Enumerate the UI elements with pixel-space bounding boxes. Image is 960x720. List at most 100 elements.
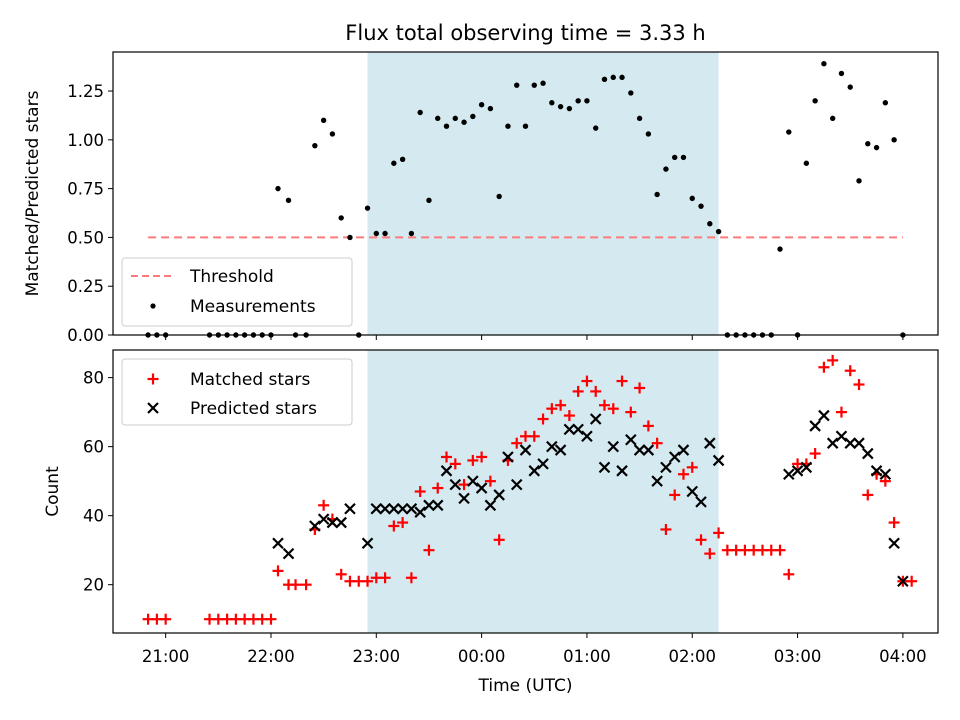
count-y-axis-label: Count (43, 466, 63, 517)
legend-matched-swatch (147, 373, 159, 385)
matched-star-point (888, 517, 900, 529)
measurement-point (487, 105, 494, 112)
matched-star-point (783, 568, 795, 580)
count-legend-box (121, 358, 353, 426)
measurement-point (663, 166, 669, 172)
x-stroke-b (633, 444, 646, 456)
count-y-ticks: 20 40 60 80 (83, 369, 113, 595)
x-stroke-b (598, 461, 611, 474)
matched-star-point (528, 430, 540, 442)
ratio-y-ticks: 0.00 0.25 0.50 0.75 1.00 1.25 (67, 82, 113, 345)
ratio-panel: 0.00 0.25 0.50 0.75 1.00 1.25 Flux total obse… (23, 21, 939, 345)
matched-star-point (625, 406, 637, 418)
matched-star-point (879, 475, 891, 487)
y-tick-label: 0.50 (67, 228, 104, 247)
count-legend: Matched stars Predicted stars (121, 358, 353, 426)
x-stroke-b (282, 547, 295, 560)
x-stroke-b (651, 475, 663, 487)
matched-star-point (677, 468, 689, 480)
matched-star-point (906, 575, 918, 587)
measurement-point (478, 101, 485, 108)
predicted-star-point (826, 437, 839, 449)
x-stroke-b (554, 444, 567, 456)
shaded-band (367, 350, 719, 633)
measurement-point (557, 103, 564, 110)
matched-star-point (546, 403, 558, 415)
measurement-point (566, 105, 573, 112)
y-tick-label: 60 (83, 438, 104, 457)
matched-star-point (827, 354, 839, 366)
shaded-band (367, 52, 719, 335)
predicted-star-point (870, 465, 883, 477)
measurement-point (514, 82, 520, 88)
measurement-point (549, 100, 555, 106)
measurement-point (505, 123, 511, 129)
measurement-point (373, 230, 379, 237)
predicted-star-point (844, 437, 857, 449)
measurement-point (391, 160, 397, 166)
matched-star-point (555, 399, 567, 411)
measurement-point (593, 125, 599, 131)
predicted-star-point (458, 492, 470, 505)
matched-star-point (844, 365, 856, 377)
measurement-point (584, 98, 590, 104)
matched-star-point (660, 523, 672, 535)
x-stroke-b (668, 451, 681, 463)
predicted-star-point (502, 451, 514, 463)
x-stroke-b (528, 465, 541, 477)
matched-star-point (590, 385, 602, 397)
predicted-star-point (668, 451, 681, 463)
count-x-ticks: 21:00 22:00 23:00 00:00 01:00 02:00 03:00 04:00 (142, 633, 927, 666)
x-stroke-b (791, 465, 804, 477)
predicted-star-point (853, 437, 865, 449)
matched-star-point (835, 406, 847, 418)
x-stroke-b (405, 502, 418, 515)
measurement-point (865, 141, 871, 147)
matched-star-point (607, 403, 619, 415)
measurement-point (275, 185, 281, 192)
measurement-point (470, 113, 476, 120)
x-tick-label: 01:00 (563, 647, 611, 666)
measurement-point (452, 115, 458, 122)
y-tick-label: 40 (83, 507, 104, 526)
ratio-legend: Threshold Measurements (121, 257, 353, 327)
measurement-point (847, 84, 853, 90)
measurement-points (145, 61, 906, 338)
predicted-star-point (546, 440, 558, 453)
matched-stars-points (142, 354, 918, 625)
x-stroke-b (519, 444, 532, 456)
matched-star-point (572, 385, 584, 397)
x-stroke-b (563, 423, 576, 436)
matched-star-point (318, 499, 330, 511)
ratio-shaded-interval (367, 52, 719, 335)
legend-predicted-label: Predicted stars (190, 399, 317, 419)
measurement-point (628, 90, 634, 96)
matched-star-point (651, 437, 663, 449)
count-shaded-interval (367, 350, 719, 633)
measurement-point (312, 142, 318, 149)
measurement-point (645, 131, 652, 137)
matched-star-point (397, 517, 409, 529)
measurement-point (408, 230, 415, 237)
matched-star-point (862, 489, 874, 501)
chart-title: Flux total observing time = 3.33 h (345, 21, 705, 45)
matched-star-point (537, 413, 549, 425)
predicted-star-point (440, 465, 453, 477)
x-stroke-b (484, 499, 497, 512)
measurement-point (347, 234, 353, 241)
predicted-star-point (572, 423, 584, 436)
predicted-star-point (633, 444, 646, 456)
measurement-point (522, 123, 529, 129)
matched-star-point (704, 548, 716, 560)
x-stroke-b (853, 437, 865, 449)
x-stroke-b (589, 413, 602, 425)
measurement-point (329, 131, 336, 137)
predicted-star-point (510, 478, 523, 491)
ratio-x-ticks (165, 335, 904, 340)
matched-star-point (686, 461, 698, 473)
predicted-star-point (660, 461, 672, 474)
x-stroke-b (844, 437, 857, 449)
predicted-star-point (475, 482, 488, 494)
x-stroke-b (449, 478, 462, 491)
